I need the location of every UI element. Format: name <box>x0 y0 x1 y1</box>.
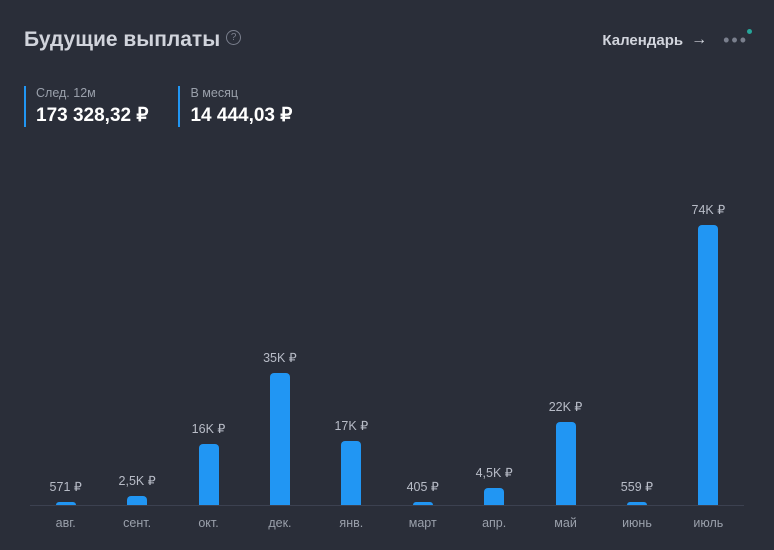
bar <box>484 488 504 505</box>
bar-value-label: 405 ₽ <box>407 479 439 494</box>
bar-col[interactable]: 35K ₽ <box>244 167 315 505</box>
bar-value-label: 35K ₽ <box>263 350 297 365</box>
bar-col[interactable]: 17K ₽ <box>316 167 387 505</box>
x-tick: сент. <box>101 516 172 530</box>
bar-col[interactable]: 2,5K ₽ <box>101 167 172 505</box>
help-icon[interactable]: ? <box>226 30 241 45</box>
header: Будущие выплаты ? Календарь → ••• <box>24 28 750 52</box>
arrow-right-icon: → <box>691 31 707 49</box>
bar <box>127 496 147 505</box>
bar <box>627 502 647 505</box>
bar-col[interactable]: 571 ₽ <box>30 167 101 505</box>
stat-per-month: В месяц 14 444,03 ₽ <box>178 86 292 127</box>
page-title: Будущие выплаты <box>24 28 220 52</box>
title-group: Будущие выплаты ? <box>24 28 241 52</box>
bar <box>56 502 76 505</box>
x-tick: май <box>530 516 601 530</box>
header-actions: Календарь → ••• <box>602 30 750 51</box>
bar-value-label: 571 ₽ <box>50 479 82 494</box>
stat-label: След. 12м <box>36 86 148 100</box>
chart-area: 571 ₽ 2,5K ₽ 16K ₽ 35K ₽ 17K ₽ 405 ₽ 4,5K ₽ 22K… <box>24 167 750 530</box>
bar-chart: 571 ₽ 2,5K ₽ 16K ₽ 35K ₽ 17K ₽ 405 ₽ 4,5K ₽ 22K… <box>24 167 750 505</box>
bar-value-label: 74K ₽ <box>692 202 726 217</box>
x-tick: апр. <box>458 516 529 530</box>
bar-value-label: 2,5K ₽ <box>119 473 156 488</box>
bar <box>341 441 361 505</box>
bar <box>270 373 290 505</box>
notification-dot-icon <box>747 29 752 34</box>
bar-col[interactable]: 4,5K ₽ <box>458 167 529 505</box>
more-icon: ••• <box>723 30 748 50</box>
bar <box>199 444 219 505</box>
bar-value-label: 559 ₽ <box>621 479 653 494</box>
stat-value: 14 444,03 ₽ <box>190 104 292 127</box>
more-button[interactable]: ••• <box>721 30 750 51</box>
bar-col[interactable]: 22K ₽ <box>530 167 601 505</box>
stat-value: 173 328,32 ₽ <box>36 104 148 127</box>
stats-row: След. 12м 173 328,32 ₽ В месяц 14 444,03… <box>24 86 750 127</box>
future-payments-widget: Будущие выплаты ? Календарь → ••• След. … <box>0 0 774 550</box>
x-tick: янв. <box>316 516 387 530</box>
bar <box>556 422 576 505</box>
x-tick: окт. <box>173 516 244 530</box>
stat-next-12m: След. 12м 173 328,32 ₽ <box>24 86 148 127</box>
bar <box>698 225 718 505</box>
bar-value-label: 22K ₽ <box>549 399 583 414</box>
x-tick: авг. <box>30 516 101 530</box>
bar-col[interactable]: 559 ₽ <box>601 167 672 505</box>
bar <box>413 502 433 505</box>
bar-col[interactable]: 74K ₽ <box>673 167 744 505</box>
bar-col[interactable]: 405 ₽ <box>387 167 458 505</box>
x-tick: июль <box>673 516 744 530</box>
x-axis: авг.сент.окт.дек.янв.мартапр.майиюньиюль <box>24 506 750 530</box>
stat-label: В месяц <box>190 86 292 100</box>
x-tick: март <box>387 516 458 530</box>
x-tick: дек. <box>244 516 315 530</box>
calendar-link[interactable]: Календарь → <box>602 31 707 49</box>
bar-value-label: 16K ₽ <box>192 421 226 436</box>
bar-value-label: 17K ₽ <box>334 418 368 433</box>
calendar-label: Календарь <box>602 32 683 49</box>
bar-col[interactable]: 16K ₽ <box>173 167 244 505</box>
bar-value-label: 4,5K ₽ <box>476 465 513 480</box>
x-tick: июнь <box>601 516 672 530</box>
